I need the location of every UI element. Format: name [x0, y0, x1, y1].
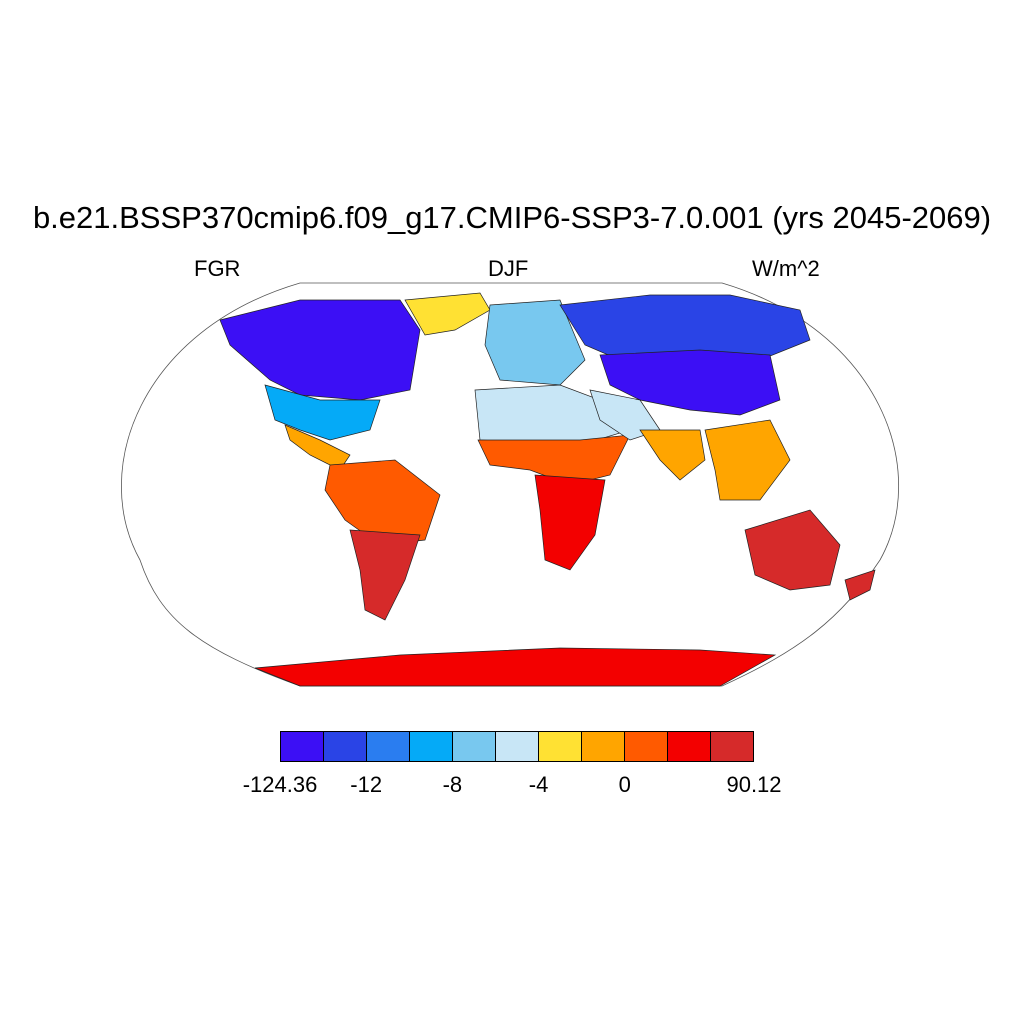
- region-southern-africa: [534, 474, 606, 571]
- region-north-america-south: [264, 384, 381, 441]
- region-new-zealand: [844, 569, 876, 601]
- colorbar-tick-label: -124.36: [242, 772, 318, 797]
- region-southeast-asia: [704, 419, 791, 501]
- units-label: W/m^2: [752, 256, 820, 281]
- region-greenland: [404, 292, 491, 336]
- colorbar-bin: [496, 732, 539, 761]
- region-australia: [744, 509, 841, 591]
- colorbar-tick-label: 0: [618, 772, 631, 797]
- colorbar-bin: [711, 732, 753, 761]
- colorbar-bin: [582, 732, 625, 761]
- colorbar-bin: [324, 732, 367, 761]
- variable-label: FGR: [194, 256, 241, 281]
- colorbar-tick-label: -4: [528, 772, 549, 797]
- colorbar-tick-label: -12: [350, 772, 383, 797]
- region-central-asia: [599, 349, 781, 416]
- colorbar: [280, 731, 754, 762]
- colorbar-tick-label: -8: [442, 772, 463, 797]
- region-north-america-north: [219, 299, 421, 401]
- region-antarctica: [254, 647, 777, 687]
- colorbar-bin: [453, 732, 496, 761]
- season-label: DJF: [488, 256, 529, 281]
- colorbar-bin: [625, 732, 668, 761]
- colorbar-bin: [281, 732, 324, 761]
- region-india: [639, 429, 706, 481]
- colorbar-tick-label: 90.12: [726, 772, 782, 797]
- map-title: b.e21.BSSP370cmip6.f09_g17.CMIP6-SSP3-7.…: [32, 200, 992, 235]
- colorbar-bin: [410, 732, 453, 761]
- colorbar-bin: [539, 732, 582, 761]
- region-south-america-south: [349, 529, 421, 621]
- colorbar-bin: [367, 732, 410, 761]
- region-siberia: [559, 294, 811, 361]
- colorbar-bin: [668, 732, 711, 761]
